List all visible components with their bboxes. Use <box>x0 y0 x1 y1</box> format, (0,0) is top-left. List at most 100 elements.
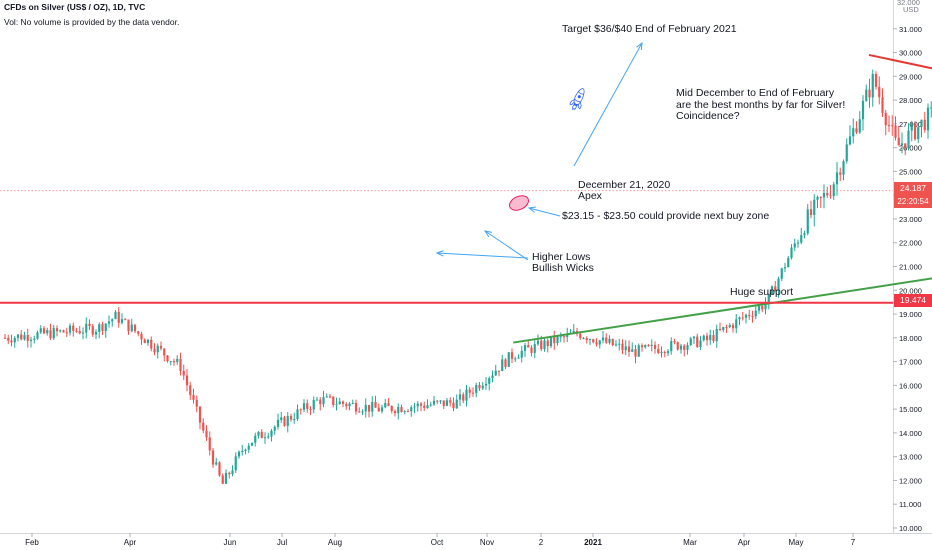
price-tick-label: 20.000 <box>899 286 922 295</box>
candle-body <box>124 319 127 321</box>
candle-body <box>871 74 874 98</box>
candle-body <box>202 422 205 431</box>
candle-body <box>517 357 520 359</box>
candle-body <box>218 462 221 476</box>
candle-body <box>211 450 215 465</box>
candle-body <box>315 399 319 401</box>
candle-body <box>494 370 497 376</box>
seasonal-line-1: Mid December to End of February <box>676 87 835 99</box>
time-axis[interactable]: Feb Apr Jun Jul Aug Oct Nov 2 2021 Mar Apr May 7 <box>25 533 856 547</box>
candle-body <box>614 344 618 346</box>
price-tick-label: 22.000 <box>899 239 922 248</box>
time-tick-label: Jul <box>277 538 287 547</box>
candle-body <box>718 328 722 330</box>
apex-annotation: Apex <box>578 190 602 202</box>
candle-body <box>917 126 920 140</box>
candle-body <box>533 344 536 353</box>
candle-body <box>159 345 163 349</box>
candle-body <box>592 339 595 343</box>
candle-body <box>29 339 33 341</box>
candle-body <box>787 257 790 268</box>
candle-body <box>774 286 777 292</box>
candlestick-series[interactable] <box>3 69 932 485</box>
candle-body <box>127 319 130 332</box>
candle-body <box>23 335 26 340</box>
candle-body <box>3 337 7 339</box>
candle-body <box>426 405 429 409</box>
candle-body <box>897 137 900 146</box>
candle-body <box>46 330 49 334</box>
candle-body <box>156 345 159 353</box>
candle-body <box>913 123 917 140</box>
candle-body <box>556 336 559 344</box>
price-tick-label: 14.000 <box>899 429 922 438</box>
candle-body <box>325 396 328 398</box>
candle-body <box>39 328 42 333</box>
candle-body <box>790 247 793 258</box>
candle-body <box>481 385 484 389</box>
candle-body <box>660 352 663 354</box>
candle-body <box>920 119 923 127</box>
candle-body <box>536 340 540 345</box>
candle-body <box>845 144 848 162</box>
candle-body <box>488 378 491 384</box>
candle-body <box>309 408 312 410</box>
time-tick-label: May <box>788 538 803 547</box>
candle-body <box>666 351 670 354</box>
candle-body <box>835 172 839 185</box>
price-tick-label: 16.000 <box>899 381 922 390</box>
candle-body <box>520 350 523 358</box>
candle-body <box>163 348 166 356</box>
candle-body <box>657 348 660 353</box>
time-tick-label: Feb <box>25 538 39 547</box>
price-tick-label: 28.000 <box>899 96 922 105</box>
candle-body <box>757 305 761 311</box>
candle-body <box>744 314 748 318</box>
candle-body <box>553 336 556 344</box>
price-tick-label: 21.000 <box>899 263 922 272</box>
candle-body <box>777 278 780 292</box>
support-trendline <box>513 277 932 344</box>
candle-body <box>484 383 488 386</box>
candle-body <box>631 349 634 352</box>
candle-body <box>81 332 85 334</box>
candle-body <box>133 324 137 332</box>
candle-body <box>709 335 712 341</box>
candle-body <box>205 430 208 438</box>
candle-body <box>120 319 124 323</box>
candle-body <box>735 319 738 329</box>
candle-body <box>822 192 826 198</box>
price-tick-label: 17.000 <box>899 358 922 367</box>
candle-body <box>809 209 813 215</box>
candle-body <box>153 348 156 353</box>
candle-body <box>452 402 455 409</box>
candle-body <box>445 400 449 406</box>
candle-body <box>449 400 452 403</box>
candle-body <box>237 451 241 457</box>
candle-body <box>228 472 231 475</box>
price-tick-label: 11.000 <box>899 500 921 509</box>
candle-body <box>621 343 624 351</box>
higher-lows-arrow <box>435 250 529 259</box>
candle-body <box>468 389 471 393</box>
candle-body <box>250 442 254 446</box>
candle-body <box>907 130 910 149</box>
candle-body <box>930 107 932 109</box>
candle-body <box>549 336 553 347</box>
candle-body <box>683 345 686 350</box>
candle-body <box>348 403 351 407</box>
candle-body <box>923 119 926 131</box>
candle-body <box>107 321 111 324</box>
candle-body <box>465 389 468 401</box>
bullish-wicks-arrow <box>483 230 529 261</box>
candle-body <box>598 340 601 345</box>
candle-body <box>276 420 280 427</box>
candle-body <box>302 403 306 410</box>
candle-body <box>195 399 198 407</box>
candle-body <box>910 123 913 131</box>
candle-body <box>59 330 62 332</box>
candle-body <box>62 330 65 333</box>
candle-body <box>653 344 657 349</box>
candle-body <box>507 352 510 367</box>
